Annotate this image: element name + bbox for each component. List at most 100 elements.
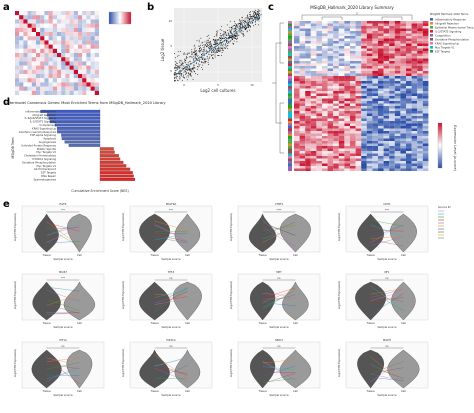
heat-cell-c <box>350 31 356 34</box>
paired-line <box>262 289 296 303</box>
heat-cell-c <box>389 41 395 44</box>
heat-cell-c <box>299 148 306 151</box>
scatter-point <box>179 78 181 80</box>
heat-cell-c <box>406 103 412 106</box>
scatter-point <box>179 65 180 67</box>
heat-cell-c <box>422 78 429 81</box>
heat-cell-c <box>378 76 384 79</box>
heat-cell-c <box>333 141 339 144</box>
scatter-point <box>240 22 242 24</box>
scatter-point <box>183 52 185 54</box>
heat-cell-c <box>355 111 362 114</box>
heat-cell-a <box>86 82 91 87</box>
heat-cell-c <box>378 161 384 164</box>
heat-cell-c <box>394 98 401 101</box>
heat-cell-c <box>422 88 429 91</box>
heat-cell-c <box>361 73 367 76</box>
scatter-point <box>258 10 260 12</box>
heat-cell-c <box>299 151 306 154</box>
heat-cell-c <box>400 108 406 111</box>
heat-cell-c <box>310 81 317 84</box>
heat-cell-c <box>344 121 350 124</box>
heat-cell-a <box>82 86 87 91</box>
heat-cell-c <box>305 96 311 99</box>
heat-cell-a <box>23 69 28 74</box>
heat-cell-c <box>422 71 429 74</box>
heat-cell-a <box>31 74 36 79</box>
scatter-point <box>212 56 214 58</box>
heat-cell-c <box>394 108 401 111</box>
paired-line <box>262 287 296 299</box>
xlabel-b: Log2 cell cultures <box>200 88 235 93</box>
scatter-point <box>242 31 244 33</box>
heat-cell-a <box>23 32 28 37</box>
scatter-point <box>223 30 225 32</box>
heat-cell-c <box>400 83 406 86</box>
heat-cell-a <box>19 44 24 49</box>
heat-cell-c <box>378 96 384 99</box>
ylabel-e: Log2(TPM Expression) <box>337 349 341 378</box>
paired-line <box>154 232 188 235</box>
heat-cell-c <box>422 153 429 156</box>
panel-letter-c: c <box>268 2 274 13</box>
heat-cell-c <box>394 126 401 129</box>
heat-cell-c <box>327 58 334 61</box>
heat-cell-c <box>389 111 395 114</box>
heat-cell-c <box>310 28 317 31</box>
heat-cell-c <box>333 143 339 146</box>
heat-cell-c <box>310 96 317 99</box>
heat-cell-a <box>86 44 91 49</box>
heat-cell-a <box>15 44 20 49</box>
scatter-point <box>211 49 213 51</box>
heat-cell-a <box>19 27 24 32</box>
heat-cell-c <box>383 138 390 141</box>
heat-cell-c <box>361 33 367 36</box>
scatter-point <box>256 19 258 21</box>
heat-cell-c <box>383 31 390 34</box>
scatter-point <box>258 16 260 18</box>
heat-cell-c <box>383 68 390 71</box>
heat-cell-c <box>378 46 384 49</box>
heat-cell-a <box>82 78 87 83</box>
heat-cell-c <box>422 126 429 129</box>
heat-cell-c <box>417 166 423 169</box>
heat-cell-c <box>372 131 378 134</box>
heat-cell-c <box>294 28 300 31</box>
heat-cell-a <box>73 23 78 28</box>
category-label: Cell <box>293 389 298 393</box>
heat-cell-c <box>350 98 356 101</box>
paired-line <box>262 222 296 236</box>
heat-cell-a <box>82 15 87 20</box>
heat-cell-a <box>86 40 91 45</box>
heat-cell-c <box>383 23 390 26</box>
heat-cell-c <box>294 38 300 41</box>
row-color-c <box>288 53 292 56</box>
heat-cell-c <box>355 93 362 96</box>
heat-cell-c <box>400 138 406 141</box>
heat-cell-c <box>355 163 362 166</box>
heat-cell-a <box>86 74 91 79</box>
heat-cell-c <box>299 26 306 29</box>
heat-cell-c <box>422 116 429 119</box>
heat-cell-c <box>406 168 412 171</box>
heat-cell-c <box>372 96 378 99</box>
heat-cell-c <box>422 161 429 164</box>
heat-cell-a <box>15 27 20 32</box>
scatter-point <box>218 50 219 52</box>
heat-cell-a <box>86 65 91 70</box>
paired-line <box>154 287 188 305</box>
heat-cell-a <box>90 74 95 79</box>
heat-cell-c <box>299 28 306 31</box>
heat-cell-c <box>294 163 300 166</box>
heat-cell-c <box>305 106 311 109</box>
heat-cell-a <box>78 19 83 24</box>
heat-cell-a <box>86 23 91 28</box>
scatter-point <box>195 51 197 53</box>
heat-cell-c <box>361 156 367 159</box>
heat-cell-c <box>366 61 373 64</box>
heat-cell-c <box>411 153 418 156</box>
heat-cell-c <box>361 126 367 129</box>
heat-cell-c <box>322 21 328 24</box>
heat-cell-c <box>322 136 328 139</box>
heat-cell-c <box>361 96 367 99</box>
